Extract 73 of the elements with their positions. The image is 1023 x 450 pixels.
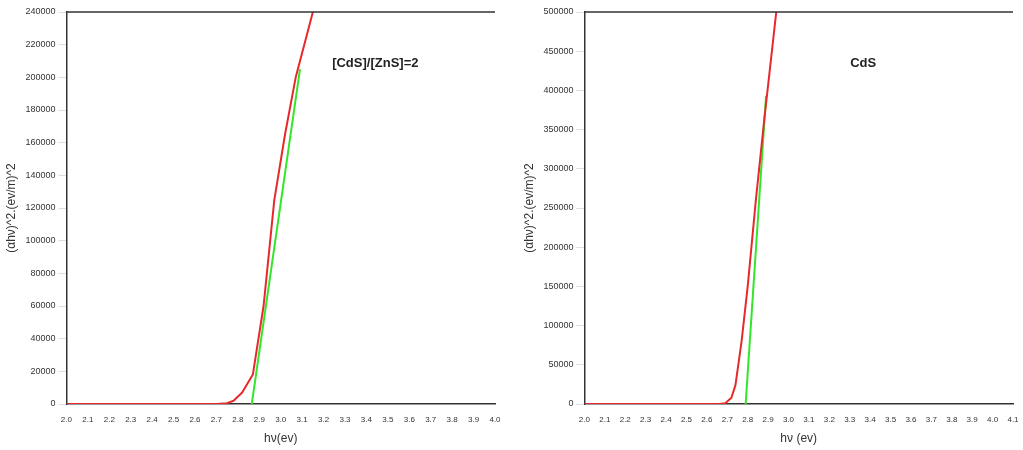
y-tick-label: 60000 xyxy=(30,300,56,311)
y-tick-label: 450000 xyxy=(543,45,574,56)
y-tick-label: 180000 xyxy=(25,104,56,115)
y-axis-title: (αhν)^2.(ev/m)^2 xyxy=(3,162,18,253)
x-tick-label: 3.3 xyxy=(339,415,352,424)
x-tick-label: 2.7 xyxy=(721,415,734,424)
y-tick-label: 20000 xyxy=(30,365,56,376)
x-tick-label: 2.1 xyxy=(599,415,611,424)
y-tick-label: 100000 xyxy=(25,235,56,246)
y-tick-label: 200000 xyxy=(25,71,56,82)
x-tick-label: 2.7 xyxy=(210,415,223,424)
y-tick-label: 40000 xyxy=(30,333,56,344)
x-tick-label: 3.6 xyxy=(905,415,918,424)
x-tick-label: 3.9 xyxy=(468,415,480,424)
x-tick-label: 2.6 xyxy=(701,415,713,424)
x-tick-label: 3.6 xyxy=(403,415,416,424)
y-tick-label: 140000 xyxy=(25,169,56,180)
y-tick-label: 500000 xyxy=(543,6,574,17)
y-tick-label: 350000 xyxy=(543,124,574,135)
x-tick-label: 3.2 xyxy=(318,415,330,424)
x-tick-label: 2.9 xyxy=(762,415,775,424)
x-tick-label: 3.3 xyxy=(844,415,856,424)
y-tick-label: 220000 xyxy=(25,39,56,50)
x-tick-label: 2.5 xyxy=(680,415,693,424)
y-tick-label: 120000 xyxy=(25,202,56,213)
y-tick-label: 80000 xyxy=(30,267,56,278)
x-tick-label: 2.0 xyxy=(60,415,73,424)
x-tick-label: 3.1 xyxy=(803,415,816,424)
y-tick-label: 300000 xyxy=(543,163,574,174)
y-tick-label: 240000 xyxy=(25,6,56,17)
x-tick-label: 3.7 xyxy=(925,415,938,424)
x-tick-label: 3.7 xyxy=(425,415,437,424)
y-tick-label: 250000 xyxy=(543,202,574,213)
x-tick-label: 2.0 xyxy=(578,415,591,424)
x-tick-label: 3.5 xyxy=(382,415,394,424)
y-tick-label: 50000 xyxy=(548,359,574,370)
x-tick-label: 2.3 xyxy=(125,415,137,424)
x-tick-label: 3.0 xyxy=(275,415,287,424)
x-tick-label: 2.6 xyxy=(189,415,202,424)
x-tick-label: 4.1 xyxy=(1007,415,1020,424)
y-tick-label: 200000 xyxy=(543,241,574,252)
x-axis-title: hν(ev) xyxy=(264,431,298,446)
x-tick-label: 3.0 xyxy=(782,415,795,424)
x-tick-label: 3.4 xyxy=(864,415,877,424)
x-tick-label: 2.9 xyxy=(253,415,266,424)
x-tick-label: 2.2 xyxy=(619,415,632,424)
x-tick-label: 3.8 xyxy=(946,415,958,424)
y-axis-title: (αhν)^2.(ev/m)^2 xyxy=(521,162,536,253)
x-tick-label: 2.3 xyxy=(640,415,652,424)
annotation: CdS xyxy=(850,55,877,70)
y-tick-label: 400000 xyxy=(543,84,574,95)
x-tick-label: 2.8 xyxy=(232,415,244,424)
x-tick-label: 3.8 xyxy=(446,415,459,424)
x-tick-label: 3.2 xyxy=(823,415,836,424)
x-tick-label: 3.4 xyxy=(360,415,373,424)
x-tick-label: 2.4 xyxy=(146,415,159,424)
y-tick-label: 0 xyxy=(568,398,574,409)
x-tick-label: 3.1 xyxy=(296,415,309,424)
y-tick-label: 0 xyxy=(50,398,56,409)
y-tick-label: 100000 xyxy=(543,320,574,331)
y-tick-label: 160000 xyxy=(25,137,56,148)
x-tick-label: 4.0 xyxy=(987,415,999,424)
x-tick-label: 3.9 xyxy=(966,415,979,424)
y-tick-label: 150000 xyxy=(543,280,574,291)
x-tick-label: 2.4 xyxy=(660,415,673,424)
x-axis-title: hν (ev) xyxy=(780,431,818,446)
x-tick-label: 4.0 xyxy=(489,415,502,424)
x-tick-label: 2.2 xyxy=(103,415,116,424)
x-tick-label: 2.8 xyxy=(742,415,754,424)
annotation: [CdS]/[ZnS]=2 xyxy=(332,55,419,70)
x-tick-label: 2.5 xyxy=(168,415,180,424)
x-tick-label: 3.5 xyxy=(884,415,897,424)
x-tick-label: 2.1 xyxy=(82,415,94,424)
